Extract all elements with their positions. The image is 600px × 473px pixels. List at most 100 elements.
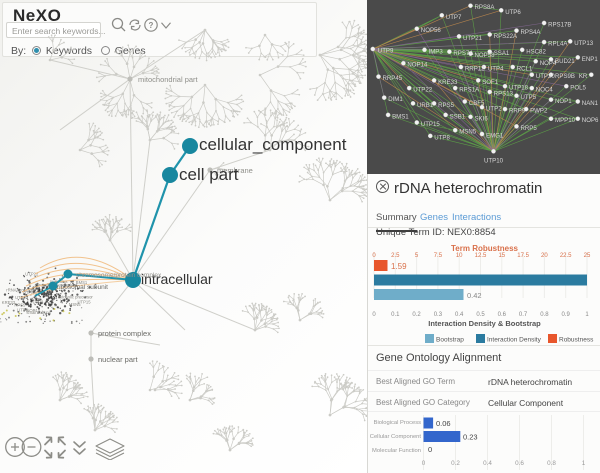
svg-text:0.4: 0.4 (455, 312, 464, 318)
svg-text:0.2: 0.2 (451, 460, 460, 467)
svg-text:RPS17B: RPS17B (548, 22, 571, 29)
svg-text:1: 1 (582, 460, 586, 467)
svg-text:RPS5: RPS5 (438, 102, 455, 109)
svg-text:2.5: 2.5 (391, 253, 400, 259)
svg-text:UTP9: UTP9 (378, 48, 394, 55)
svg-text:UTP8: UTP8 (434, 134, 450, 141)
svg-text:15: 15 (498, 253, 505, 259)
svg-text:0.6: 0.6 (515, 460, 524, 467)
svg-text:RPS9B: RPS9B (555, 73, 575, 80)
svg-text:5: 5 (415, 253, 419, 259)
svg-text:NOP56: NOP56 (421, 27, 442, 34)
svg-text:CBF5: CBF5 (469, 100, 485, 107)
svg-text:RRP5: RRP5 (521, 125, 538, 132)
svg-text:KR: KR (579, 73, 588, 80)
svg-text:protein complex: protein complex (98, 329, 151, 338)
svg-text:NOP1: NOP1 (555, 98, 572, 105)
svg-text:20: 20 (541, 253, 548, 259)
svg-text:0.4: 0.4 (483, 460, 492, 467)
svg-text:SSA1: SSA1 (494, 50, 510, 57)
svg-text:RRP9: RRP9 (509, 108, 526, 115)
svg-text:12.5: 12.5 (475, 253, 487, 259)
svg-text:HSC82: HSC82 (526, 48, 546, 55)
svg-text:UTP20: UTP20 (536, 73, 556, 80)
svg-text:UTP22: UTP22 (25, 272, 39, 277)
svg-text:URB1: URB1 (417, 102, 434, 109)
svg-text:RPS8A: RPS8A (475, 4, 496, 11)
svg-text:UTP8: UTP8 (33, 300, 44, 305)
svg-text:Cellular Component: Cellular Component (370, 434, 422, 440)
svg-text:cytosolic precursor: cytosolic precursor (58, 294, 94, 299)
svg-text:KRE33: KRE33 (438, 79, 458, 86)
svg-text:UTP21: UTP21 (463, 35, 483, 42)
svg-text:UTP6: UTP6 (505, 9, 521, 16)
svg-text:IMP3: IMP3 (429, 48, 444, 55)
svg-text:Biological Process: Biological Process (374, 420, 421, 426)
svg-text:10: 10 (456, 253, 463, 259)
svg-text:RPS5: RPS5 (14, 303, 26, 308)
svg-text:EMG1: EMG1 (486, 133, 504, 140)
svg-text:0.5: 0.5 (476, 312, 485, 318)
svg-text:7.5: 7.5 (434, 253, 443, 259)
svg-text:SOF1: SOF1 (482, 79, 499, 86)
svg-text:SKI6: SKI6 (475, 115, 489, 122)
svg-text:0.8: 0.8 (547, 460, 556, 467)
svg-text:0.2: 0.2 (412, 312, 421, 318)
svg-text:cell part: cell part (179, 165, 239, 184)
svg-text:0.8: 0.8 (540, 312, 549, 318)
svg-text:ribosomal subunit: ribosomal subunit (57, 284, 108, 291)
svg-text:UTP2: UTP2 (486, 106, 502, 113)
svg-text:POL5: POL5 (570, 85, 586, 92)
svg-text:MSN5: MSN5 (69, 302, 81, 307)
svg-text:UTP4: UTP4 (488, 66, 504, 73)
svg-text:RPS22A: RPS22A (494, 33, 518, 40)
svg-text:0: 0 (428, 445, 432, 454)
svg-text:Interaction Density: Interaction Density (487, 337, 542, 344)
svg-text:UTP13: UTP13 (574, 40, 594, 47)
svg-text:0.3: 0.3 (434, 312, 443, 318)
svg-text:25: 25 (584, 253, 591, 259)
svg-text:0.23: 0.23 (463, 433, 478, 442)
svg-text:RPS7A: RPS7A (453, 50, 474, 57)
svg-text:RPS1A: RPS1A (459, 87, 480, 94)
svg-text:RCL1: RCL1 (517, 66, 533, 73)
svg-text:RPS13: RPS13 (494, 90, 514, 97)
svg-text:cellular_component: cellular_component (199, 135, 347, 154)
svg-text:chromosome/protein complex: chromosome/protein complex (76, 272, 162, 279)
svg-text:0: 0 (372, 253, 376, 259)
svg-text:RRP12: RRP12 (465, 66, 485, 73)
svg-text:DIM1: DIM1 (388, 96, 403, 103)
svg-text:mitochondrial part: mitochondrial part (138, 75, 199, 84)
svg-text:Robustness: Robustness (559, 337, 594, 344)
svg-text:BUD21: BUD21 (555, 58, 575, 65)
svg-text:0.9: 0.9 (562, 312, 571, 318)
svg-text:nuclear part: nuclear part (98, 355, 139, 364)
svg-text:SSB1: SSB1 (450, 113, 466, 120)
svg-text:MPP10: MPP10 (555, 117, 576, 124)
svg-text:1.59: 1.59 (391, 262, 407, 271)
svg-text:RPL4A: RPL4A (548, 41, 568, 48)
svg-text:0.7: 0.7 (519, 312, 528, 318)
svg-text:Interaction Density & Bootstra: Interaction Density & Bootstrap (428, 319, 541, 328)
svg-text:BMS1: BMS1 (392, 113, 409, 120)
svg-text:NOP58: NOP58 (475, 52, 496, 59)
svg-text:MSN5: MSN5 (459, 129, 477, 136)
svg-text:NOP14: NOP14 (26, 308, 40, 313)
svg-text:0.42: 0.42 (467, 291, 482, 300)
svg-text:RRP45: RRP45 (383, 75, 403, 82)
svg-text:Bootstrap: Bootstrap (436, 337, 464, 344)
svg-text:0.06: 0.06 (436, 419, 451, 428)
svg-text:0: 0 (372, 312, 376, 318)
svg-text:PWP2: PWP2 (530, 108, 548, 115)
svg-text:22.5: 22.5 (560, 253, 572, 259)
svg-text:0.1: 0.1 (391, 312, 400, 318)
svg-text:UTP15: UTP15 (421, 121, 441, 128)
svg-text:NAN1: NAN1 (582, 100, 599, 107)
svg-text:UTP10: UTP10 (484, 157, 504, 164)
svg-text:RPS4A: RPS4A (521, 29, 542, 36)
svg-text:NOC4: NOC4 (536, 87, 554, 94)
svg-text:NOP6: NOP6 (582, 117, 599, 124)
svg-text:UTP5: UTP5 (521, 94, 537, 101)
svg-text:UTP7: UTP7 (446, 14, 462, 21)
svg-text:1: 1 (585, 312, 589, 318)
